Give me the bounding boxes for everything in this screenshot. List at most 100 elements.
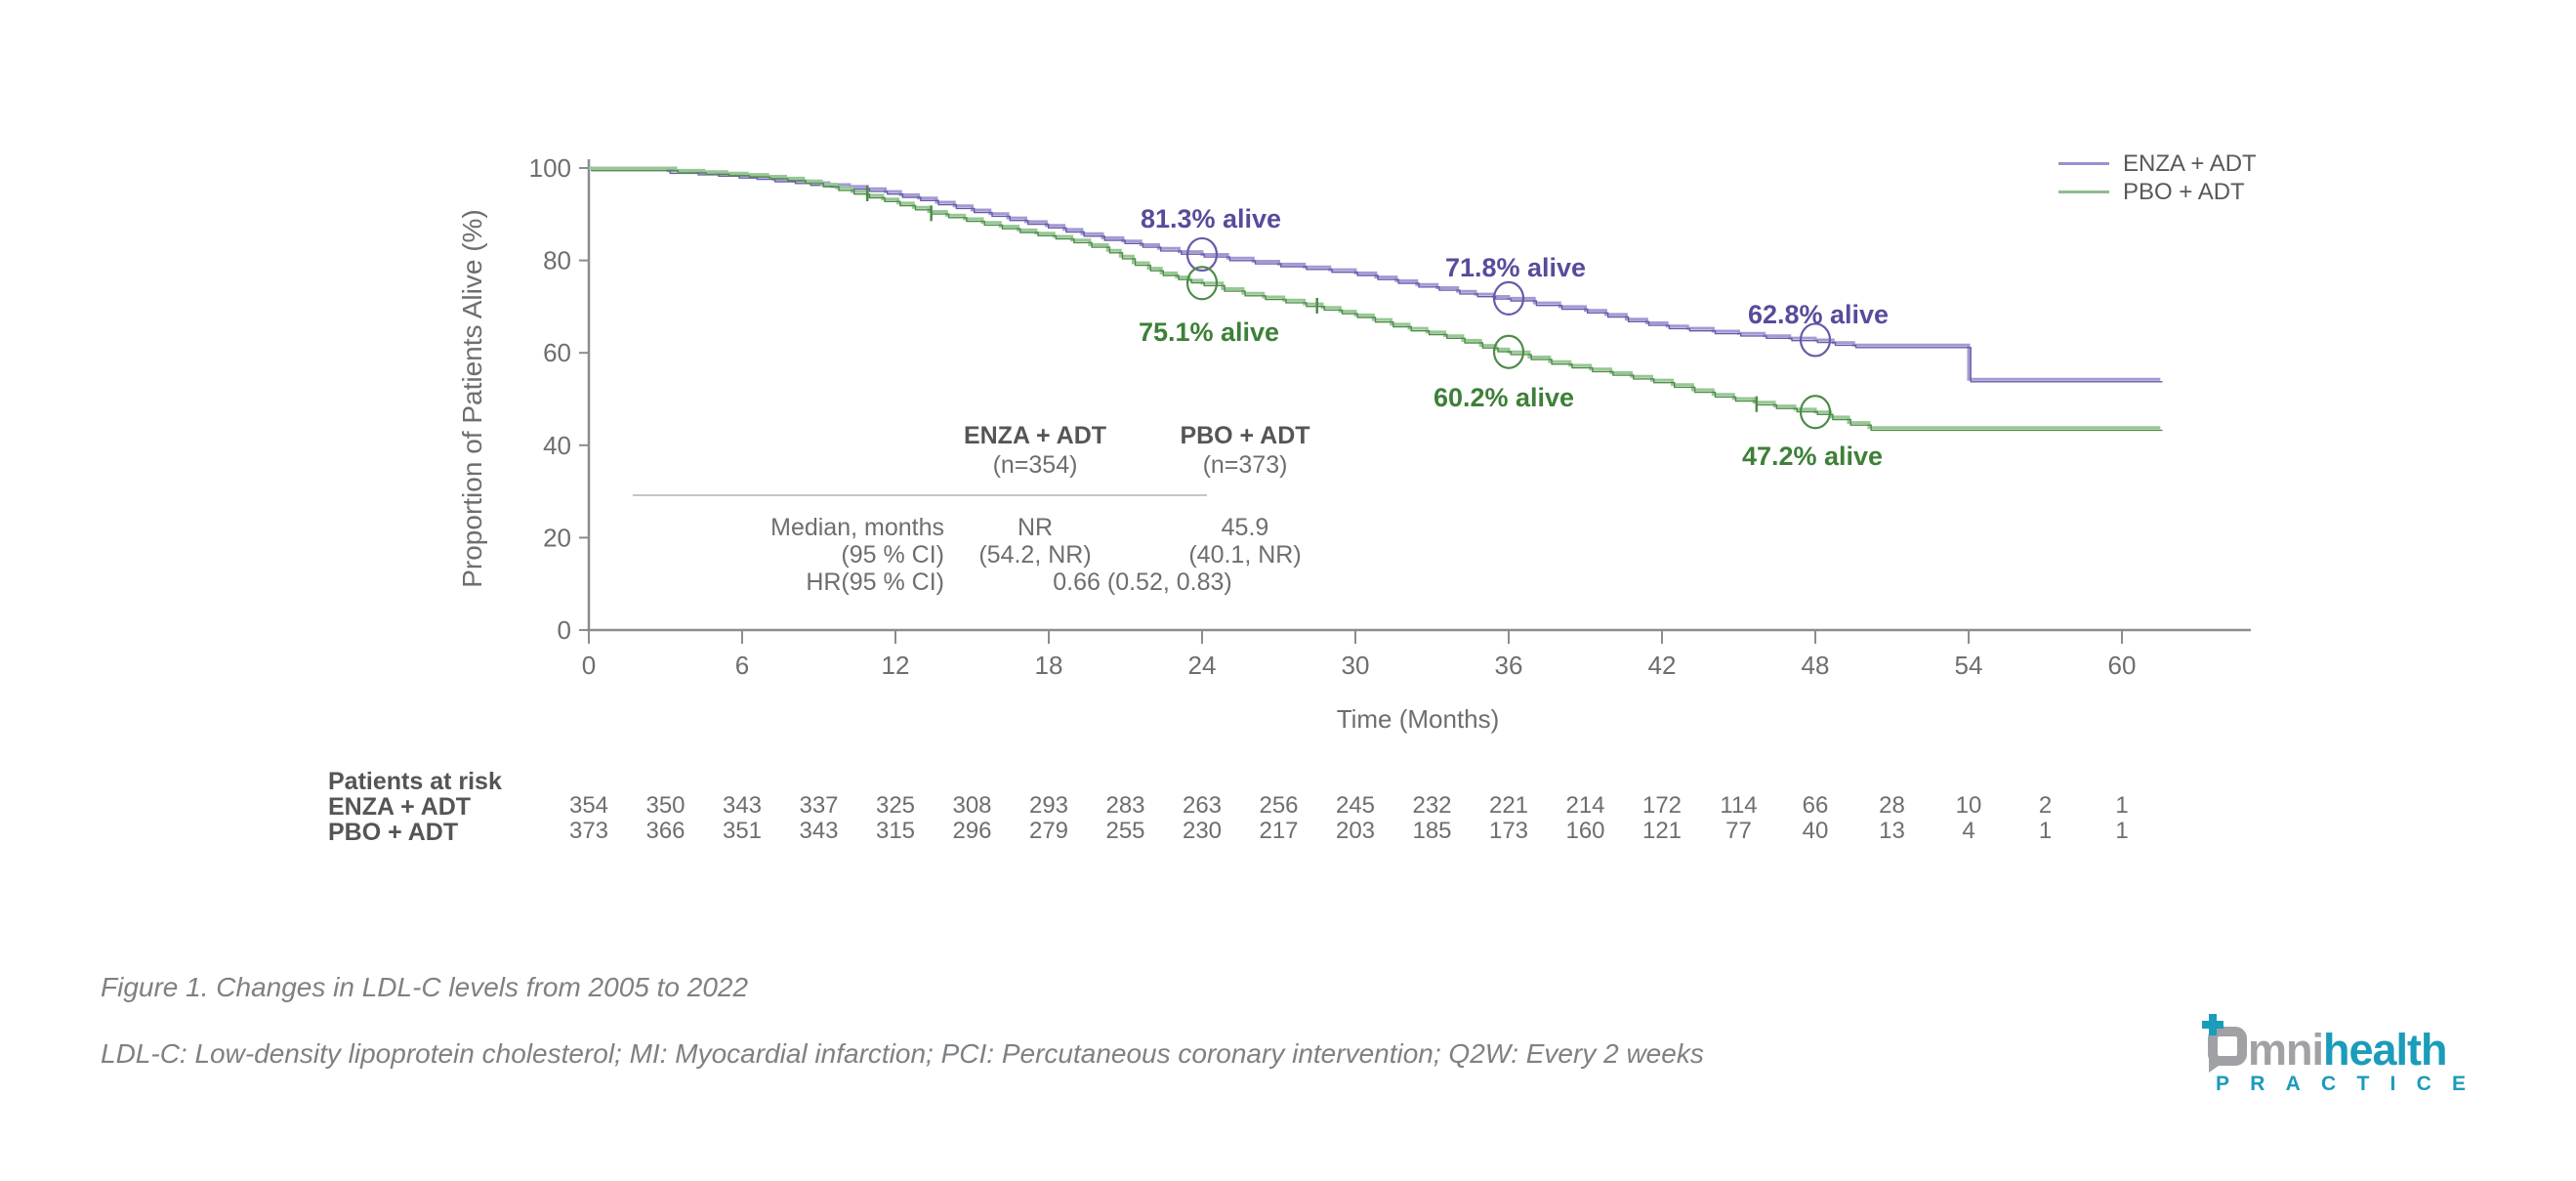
stats-col2-header: PBO + ADT bbox=[1180, 422, 1310, 449]
svg-text:0: 0 bbox=[582, 651, 596, 680]
risk-count: 315 bbox=[876, 818, 915, 844]
stats-col2-n: (n=373) bbox=[1202, 451, 1288, 479]
figure-caption: Figure 1. Changes in LDL-C levels from 2… bbox=[101, 972, 749, 1002]
logo-bubble-tail bbox=[2209, 1054, 2228, 1073]
marker-circle bbox=[1185, 236, 1219, 273]
stats-row3-hr-value: 0.66 (0.52, 0.83) bbox=[1053, 569, 1232, 596]
legend-label-pbo: PBO + ADT bbox=[2123, 178, 2245, 205]
risk-count: 40 bbox=[1803, 818, 1829, 844]
risk-count: 4 bbox=[1962, 818, 1974, 844]
stats-row2-col2: (40.1, NR) bbox=[1188, 541, 1302, 569]
risk-count: 293 bbox=[1029, 792, 1068, 819]
risk-count: 308 bbox=[952, 792, 991, 819]
marker-circle bbox=[1799, 395, 1832, 430]
risk-count: 1 bbox=[2039, 818, 2052, 844]
percent-alive-label: 71.8% alive bbox=[1445, 253, 1586, 282]
svg-text:20: 20 bbox=[543, 523, 571, 552]
risk-count: 214 bbox=[1565, 792, 1604, 819]
marker-circle bbox=[1185, 266, 1219, 301]
percent-alive-label: 47.2% alive bbox=[1742, 442, 1883, 471]
risk-count: 256 bbox=[1259, 792, 1298, 819]
risk-count: 366 bbox=[645, 818, 685, 844]
risk-count: 13 bbox=[1879, 818, 1905, 844]
stats-col1-n: (n=354) bbox=[992, 451, 1078, 479]
risk-count: 1 bbox=[2115, 818, 2128, 844]
svg-text:60: 60 bbox=[2108, 651, 2137, 680]
curve-pbo-adt bbox=[589, 166, 2161, 430]
percent-alive-label: 62.8% alive bbox=[1748, 300, 1889, 329]
risk-count: 351 bbox=[723, 818, 762, 844]
risk-count: 217 bbox=[1259, 818, 1298, 844]
risk-count: 343 bbox=[723, 792, 762, 819]
risk-count: 354 bbox=[569, 792, 608, 819]
risk-count: 1 bbox=[2115, 792, 2128, 819]
risk-count: 373 bbox=[569, 818, 608, 844]
risk-count: 343 bbox=[799, 818, 838, 844]
stats-row2-col1: (54.2, NR) bbox=[978, 541, 1092, 569]
percent-alive-annotations: 81.3% alive 75.1% alive 71.8% alive 60.2% a… bbox=[1139, 204, 1889, 471]
risk-row-label-pbo: PBO + ADT bbox=[328, 819, 459, 846]
logo-wordmark: mnihealth bbox=[2248, 1025, 2447, 1075]
abbreviations-caption: LDL-C: Low-density lipoprotein cholester… bbox=[101, 1038, 1704, 1069]
percent-alive-label: 60.2% alive bbox=[1433, 383, 1574, 412]
svg-text:6: 6 bbox=[735, 651, 749, 680]
legend-item-enza: ENZA + ADT bbox=[2058, 149, 2257, 178]
risk-count: 114 bbox=[1720, 792, 1757, 819]
risk-count: 203 bbox=[1336, 818, 1375, 844]
x-axis-title: Time (Months) bbox=[1336, 704, 1500, 734]
risk-count: 245 bbox=[1336, 792, 1375, 819]
marker-circle bbox=[1492, 280, 1525, 316]
svg-text:48: 48 bbox=[1802, 651, 1830, 680]
risk-count: 221 bbox=[1489, 792, 1528, 819]
svg-text:24: 24 bbox=[1188, 651, 1217, 680]
svg-text:30: 30 bbox=[1342, 651, 1370, 680]
risk-count: 350 bbox=[645, 792, 685, 819]
legend-line-pbo bbox=[2058, 190, 2109, 193]
stats-row1-col2: 45.9 bbox=[1221, 514, 1269, 541]
y-axis-title: Proportion of Patients Alive (%) bbox=[457, 209, 487, 588]
risk-count: 10 bbox=[1956, 792, 1982, 819]
legend-label-enza: ENZA + ADT bbox=[2123, 149, 2257, 177]
legend: ENZA + ADT PBO + ADT bbox=[2058, 149, 2257, 206]
svg-text:80: 80 bbox=[543, 246, 571, 275]
risk-count: 263 bbox=[1183, 792, 1222, 819]
logo-bubble-icon bbox=[2208, 1027, 2247, 1066]
stats-divider bbox=[633, 494, 1207, 496]
risk-count: 77 bbox=[1725, 818, 1752, 844]
risk-count: 172 bbox=[1642, 792, 1682, 819]
risk-count: 337 bbox=[799, 792, 838, 819]
axes: 0 6 12 18 24 30 36 42 48 54 60 0 20 40 60 80 100 bbox=[529, 153, 2251, 680]
legend-line-enza bbox=[2058, 162, 2109, 165]
risk-count: 173 bbox=[1489, 818, 1528, 844]
stats-row1-label: Median, months bbox=[770, 514, 944, 541]
percent-alive-label: 81.3% alive bbox=[1141, 204, 1281, 233]
stats-col1-header: ENZA + ADT bbox=[963, 422, 1107, 449]
timepoint-circle-markers bbox=[1185, 236, 1832, 430]
logo-subtext: PRACTICE bbox=[2216, 1073, 2466, 1095]
svg-text:12: 12 bbox=[882, 651, 910, 680]
risk-count: 325 bbox=[876, 792, 915, 819]
risk-row-label-enza: ENZA + ADT bbox=[328, 793, 472, 821]
svg-text:18: 18 bbox=[1035, 651, 1063, 680]
curve-enza-adt bbox=[589, 166, 2161, 381]
svg-text:42: 42 bbox=[1648, 651, 1677, 680]
stats-row1-col1: NR bbox=[1017, 514, 1054, 541]
svg-text:100: 100 bbox=[529, 153, 571, 183]
risk-table-title: Patients at risk bbox=[328, 768, 502, 795]
risk-count: 121 bbox=[1642, 818, 1682, 844]
survival-curves bbox=[589, 166, 2163, 432]
risk-count: 296 bbox=[952, 818, 991, 844]
svg-text:36: 36 bbox=[1495, 651, 1523, 680]
risk-count: 255 bbox=[1105, 818, 1144, 844]
percent-alive-label: 75.1% alive bbox=[1139, 317, 1279, 347]
svg-text:40: 40 bbox=[543, 431, 571, 460]
stats-row2-label: (95 % CI) bbox=[841, 541, 944, 569]
risk-count: 279 bbox=[1029, 818, 1068, 844]
risk-count: 2 bbox=[2039, 792, 2052, 819]
svg-text:54: 54 bbox=[1955, 651, 1983, 680]
marker-circle bbox=[1799, 322, 1832, 358]
svg-text:0: 0 bbox=[558, 615, 571, 645]
legend-item-pbo: PBO + ADT bbox=[2058, 178, 2257, 206]
